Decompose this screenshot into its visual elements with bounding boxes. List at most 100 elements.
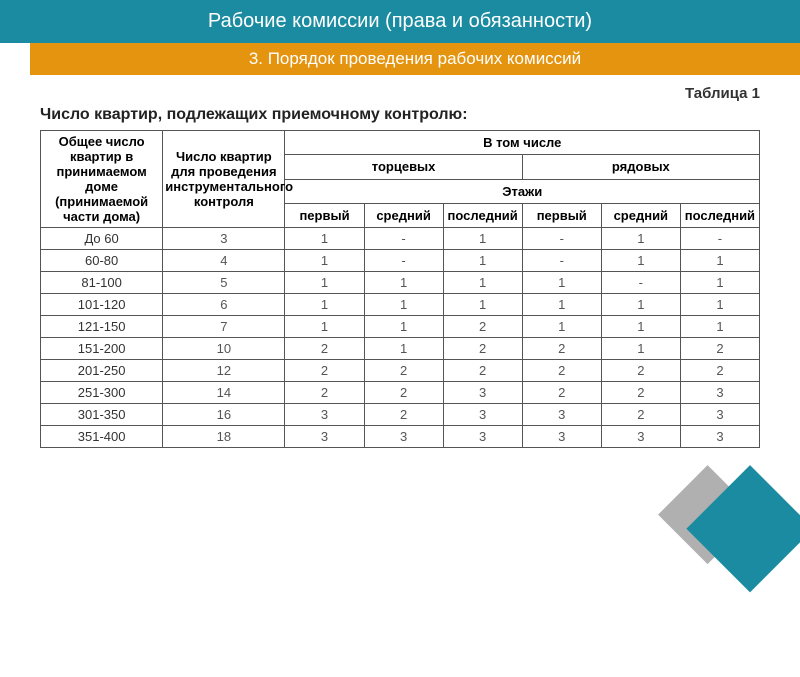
cell-value: 2 (364, 382, 443, 404)
cell-range: 121-150 (41, 316, 163, 338)
cell-value: 3 (285, 426, 364, 448)
cell-value: 3 (364, 426, 443, 448)
cell-value: 3 (522, 426, 601, 448)
col-header-total: Общее число квартир в принимаемом доме (… (41, 131, 163, 228)
cell-value: - (522, 228, 601, 250)
cell-range: 151-200 (41, 338, 163, 360)
floor-col-2: последний (443, 203, 522, 227)
cell-value: - (601, 272, 680, 294)
cell-value: 2 (364, 360, 443, 382)
table-number-label: Таблица 1 (0, 75, 800, 102)
cell-value: 2 (443, 338, 522, 360)
cell-count: 5 (163, 272, 285, 294)
floor-col-0: первый (285, 203, 364, 227)
table-row: 201-25012222222 (41, 360, 760, 382)
cell-value: 1 (364, 316, 443, 338)
corner-decoration (623, 423, 800, 677)
cell-value: 2 (364, 404, 443, 426)
cell-count: 7 (163, 316, 285, 338)
cell-range: 101-120 (41, 294, 163, 316)
page-title: Рабочие комиссии (права и обязанности) (208, 10, 592, 32)
cell-value: 1 (364, 294, 443, 316)
cell-value: - (364, 228, 443, 250)
table-row: 301-35016323323 (41, 404, 760, 426)
cell-value: - (522, 250, 601, 272)
section-title: 3. Порядок проведения рабочих комиссий (249, 49, 581, 68)
table-container: Общее число квартир в принимаемом доме (… (0, 130, 800, 448)
cell-value: 1 (285, 250, 364, 272)
cell-value: 2 (680, 360, 759, 382)
cell-value: 3 (522, 404, 601, 426)
table-row: До 6031-1-1- (41, 228, 760, 250)
cell-count: 6 (163, 294, 285, 316)
cell-value: - (680, 228, 759, 250)
cell-value: 2 (680, 338, 759, 360)
cell-value: 3 (680, 404, 759, 426)
floor-col-5: последний (680, 203, 759, 227)
cell-value: 1 (601, 316, 680, 338)
table-body: До 6031-1-1-60-8041-1-1181-10051111-1101… (41, 228, 760, 448)
cell-value: 1 (601, 228, 680, 250)
cell-value: - (364, 250, 443, 272)
cell-value: 2 (443, 360, 522, 382)
table-caption: Число квартир, подлежащих приемочному ко… (0, 102, 800, 130)
cell-count: 10 (163, 338, 285, 360)
cell-value: 1 (443, 228, 522, 250)
col-header-including: В том числе (285, 131, 760, 155)
cell-value: 1 (285, 228, 364, 250)
cell-value: 1 (443, 250, 522, 272)
cell-value: 1 (443, 294, 522, 316)
cell-count: 4 (163, 250, 285, 272)
cell-range: 60-80 (41, 250, 163, 272)
cell-value: 2 (522, 360, 601, 382)
cell-value: 3 (680, 382, 759, 404)
table-row: 60-8041-1-11 (41, 250, 760, 272)
cell-value: 1 (285, 316, 364, 338)
table-row: 121-1507112111 (41, 316, 760, 338)
cell-count: 14 (163, 382, 285, 404)
cell-value: 1 (680, 316, 759, 338)
cell-value: 3 (601, 426, 680, 448)
cell-value: 2 (522, 338, 601, 360)
cell-value: 2 (522, 382, 601, 404)
cell-value: 1 (285, 272, 364, 294)
col-header-row: рядовых (522, 155, 759, 179)
table-row: 351-40018333333 (41, 426, 760, 448)
cell-value: 1 (364, 338, 443, 360)
cell-value: 1 (680, 272, 759, 294)
col-header-end: торцевых (285, 155, 522, 179)
cell-value: 2 (285, 338, 364, 360)
cell-value: 1 (522, 316, 601, 338)
cell-value: 1 (601, 294, 680, 316)
cell-range: 351-400 (41, 426, 163, 448)
cell-value: 1 (364, 272, 443, 294)
cell-value: 3 (443, 382, 522, 404)
table-row: 81-10051111-1 (41, 272, 760, 294)
table-row: 251-30014223223 (41, 382, 760, 404)
table-row: 151-20010212212 (41, 338, 760, 360)
inspection-table: Общее число квартир в принимаемом доме (… (40, 130, 760, 448)
cell-value: 1 (522, 294, 601, 316)
cell-value: 2 (601, 382, 680, 404)
cell-range: До 60 (41, 228, 163, 250)
col-header-floors: Этажи (285, 179, 760, 203)
cell-value: 1 (522, 272, 601, 294)
cell-count: 18 (163, 426, 285, 448)
page-header: Рабочие комиссии (права и обязанности) (0, 0, 800, 43)
col-header-instrumental: Число квартир для проведения инструмента… (163, 131, 285, 228)
cell-value: 1 (601, 250, 680, 272)
cell-value: 1 (680, 250, 759, 272)
section-header: 3. Порядок проведения рабочих комиссий (30, 43, 800, 75)
cell-value: 1 (680, 294, 759, 316)
cell-value: 2 (443, 316, 522, 338)
cell-value: 2 (285, 382, 364, 404)
cell-count: 12 (163, 360, 285, 382)
cell-range: 81-100 (41, 272, 163, 294)
cell-value: 3 (443, 426, 522, 448)
cell-count: 3 (163, 228, 285, 250)
cell-value: 2 (285, 360, 364, 382)
cell-value: 1 (443, 272, 522, 294)
cell-value: 1 (285, 294, 364, 316)
cell-range: 201-250 (41, 360, 163, 382)
floor-col-3: первый (522, 203, 601, 227)
